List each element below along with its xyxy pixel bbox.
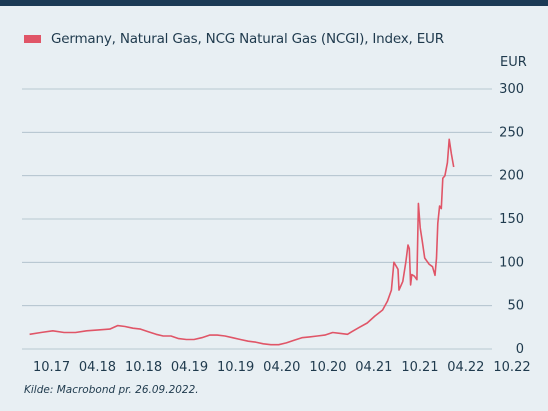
x-tick-label-10.19: 10.19 — [217, 360, 254, 375]
x-tick-label-04.21: 04.21 — [355, 360, 392, 375]
x-tick-label-10.21: 10.21 — [401, 360, 438, 375]
series-line-0 — [29, 138, 455, 346]
x-tick-label-04.22: 04.22 — [447, 360, 484, 375]
y-tick-label-100: 100 — [499, 255, 524, 270]
y-tick-label-150: 150 — [499, 212, 524, 227]
x-tick-label-04.18: 04.18 — [79, 360, 116, 375]
x-tick-label-10.18: 10.18 — [125, 360, 162, 375]
x-tick-label-10.20: 10.20 — [309, 360, 346, 375]
x-tick-label-04.20: 04.20 — [263, 360, 300, 375]
x-tick-label-04.19: 04.19 — [171, 360, 208, 375]
top-accent-bar — [0, 0, 548, 6]
legend-label: Germany, Natural Gas, NCG Natural Gas (N… — [51, 31, 444, 47]
source-note: Kilde: Macrobond pr. 26.09.2022. — [24, 384, 199, 396]
y-axis-unit: EUR — [500, 55, 527, 70]
y-tick-label-50: 50 — [507, 299, 524, 314]
y-tick-label-300: 300 — [499, 82, 524, 97]
x-tick-label-10.22: 10.22 — [493, 360, 530, 375]
legend-swatch — [24, 35, 41, 43]
y-tick-label-0: 0 — [516, 342, 524, 357]
y-tick-label-250: 250 — [499, 125, 524, 140]
x-tick-label-10.17: 10.17 — [33, 360, 70, 375]
y-tick-label-200: 200 — [499, 169, 524, 184]
chart-legend: Germany, Natural Gas, NCG Natural Gas (N… — [24, 31, 444, 47]
